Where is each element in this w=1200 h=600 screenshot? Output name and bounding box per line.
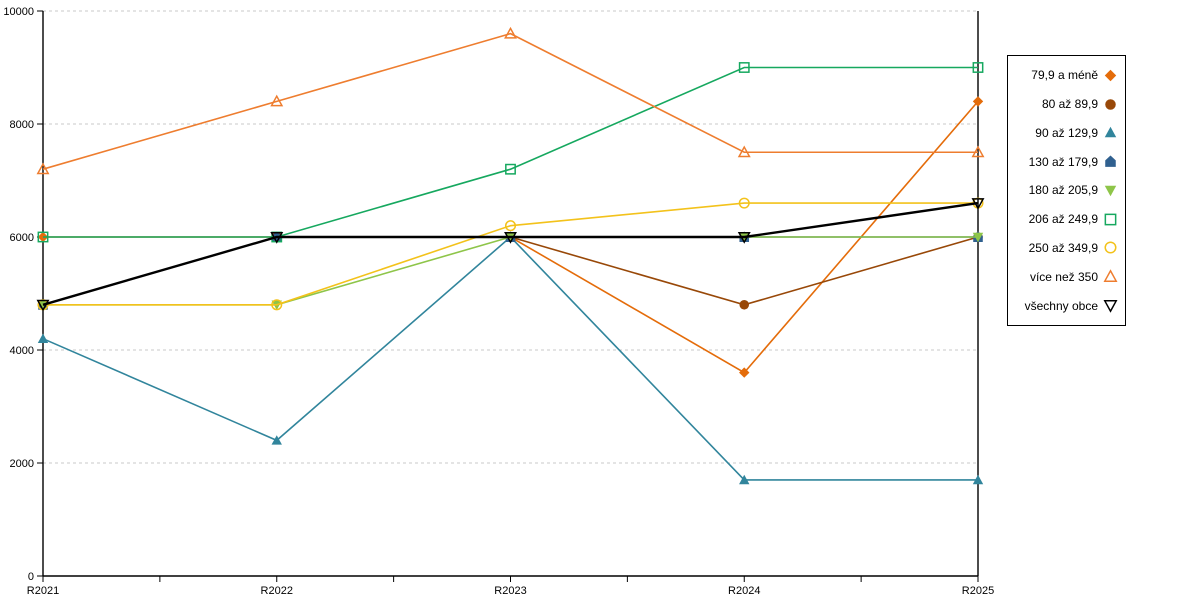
series-marker-0-R2024 <box>739 367 750 378</box>
legend-marker-icon <box>1105 155 1116 168</box>
series-marker-0-R2025 <box>972 96 984 107</box>
series-marker-2-R2021 <box>37 333 49 343</box>
legend-marker-icon <box>1103 300 1118 313</box>
legend-label: 180 až 205,9 <box>1028 183 1098 198</box>
x-tick-label-R2022: R2022 <box>261 585 293 597</box>
series-line-4 <box>43 236 978 306</box>
series-marker-6-R2023 <box>504 220 517 232</box>
legend-label: 130 až 179,9 <box>1028 154 1098 169</box>
legend-label: 250 až 349,9 <box>1028 240 1098 255</box>
legend-label: 206 až 249,9 <box>1028 212 1098 227</box>
series-line-1 <box>42 236 979 306</box>
series-marker-5-R2023 <box>505 163 516 175</box>
legend-marker-icon <box>1104 185 1117 197</box>
series-marker-7-R2025 <box>971 145 985 158</box>
series-marker-2-R2025 <box>972 474 984 485</box>
legend-marker-icon <box>1105 98 1116 110</box>
series-marker-2-R2022 <box>271 435 282 445</box>
legend-item-3: 130 až 179,9 <box>1012 154 1118 169</box>
legend-label: všechny obce <box>1024 298 1098 313</box>
legend-label: 90 až 129,9 <box>1035 125 1098 140</box>
y-tick-label: 6000 <box>10 232 34 244</box>
x-tick-label-R2025: R2025 <box>962 585 994 597</box>
y-tick-label: 4000 <box>10 345 34 357</box>
series-marker-5-R2024 <box>738 62 750 73</box>
legend-item-0: 79,9 a méně <box>1012 68 1118 83</box>
series-marker-6-R2022 <box>271 299 283 311</box>
x-tick-label-R2021: R2021 <box>27 585 59 597</box>
legend-item-1: 80 až 89,9 <box>1012 97 1118 112</box>
series-marker-4-R2025 <box>972 232 984 243</box>
legend-marker-icon <box>1103 269 1118 283</box>
legend-marker-icon <box>1104 69 1117 82</box>
legend-item-2: 90 až 129,9 <box>1012 125 1118 140</box>
series-line-2 <box>42 235 978 481</box>
series-line-7 <box>42 32 978 170</box>
legend-label: 79,9 a méně <box>1031 68 1098 83</box>
legend-item-4: 180 až 205,9 <box>1012 183 1118 198</box>
legend-marker-icon <box>1104 241 1117 254</box>
legend-marker-icon <box>1104 127 1117 138</box>
series-marker-5-R2025 <box>972 62 984 73</box>
y-tick-label: 0 <box>28 571 34 583</box>
y-tick-label: 10000 <box>3 6 34 18</box>
series-marker-1-R2024 <box>739 300 750 310</box>
legend-item-6: 250 až 349,9 <box>1012 240 1118 255</box>
x-tick-label-R2024: R2024 <box>728 585 760 597</box>
series-marker-7-R2021 <box>36 162 50 175</box>
series-marker-8-R2025 <box>971 198 985 210</box>
y-tick-label: 8000 <box>10 119 34 131</box>
series-marker-7-R2024 <box>737 145 751 158</box>
legend-label: 80 až 89,9 <box>1041 97 1098 112</box>
legend-item-7: více než 350 <box>1012 269 1118 284</box>
x-tick-label-R2023: R2023 <box>494 585 526 597</box>
legend: 79,9 a méně 80 až 89,9 90 až 129,9 130 až 1… <box>1007 55 1126 326</box>
legend-item-5: 206 až 249,9 <box>1012 212 1118 227</box>
series-line-3 <box>42 236 978 306</box>
series-marker-7-R2023 <box>504 26 517 39</box>
series-line-5 <box>43 66 978 238</box>
series-marker-2-R2024 <box>739 474 750 485</box>
series-marker-8-R2023 <box>504 231 517 244</box>
series-marker-8-R2021 <box>36 299 50 312</box>
series-marker-8-R2024 <box>737 231 751 244</box>
series-marker-7-R2022 <box>270 94 284 107</box>
series-marker-8-R2022 <box>270 231 284 244</box>
series-marker-5-R2021 <box>37 231 49 243</box>
series-line-8 <box>42 201 979 306</box>
y-tick-label: 2000 <box>10 458 34 470</box>
legend-item-8: všechny obce <box>1012 298 1118 313</box>
series-marker-6-R2024 <box>738 197 750 209</box>
legend-marker-icon <box>1104 213 1117 226</box>
series-line-6 <box>43 202 978 306</box>
legend-label: více než 350 <box>1029 269 1098 284</box>
